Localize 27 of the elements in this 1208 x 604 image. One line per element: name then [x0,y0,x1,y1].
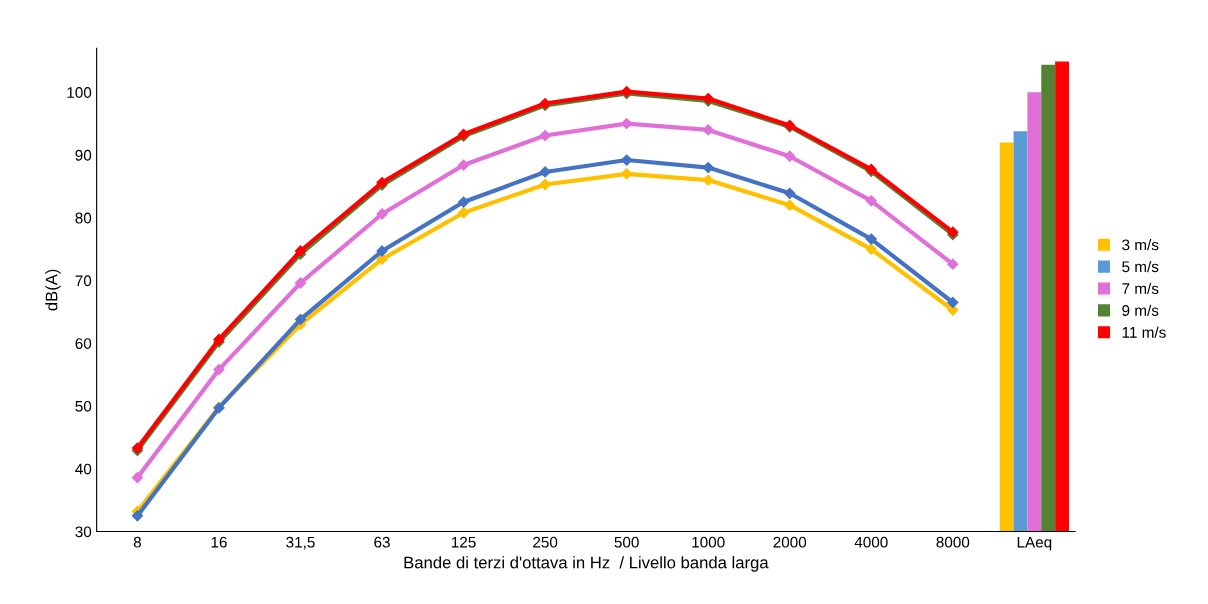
y-axis-title: dB(A) [45,269,61,311]
legend-label: 7 m/s [1122,282,1159,295]
x-tick-label: 63 [374,536,390,548]
legend-label: 3 m/s [1122,239,1159,251]
y-tick-label: 100 [67,87,92,98]
y-tick-label: 30 [75,526,92,538]
y-tick-label: 60 [75,338,92,349]
x-tick-label: 16 [211,536,227,548]
y-tick-label: 80 [75,212,92,224]
x-tick-label: 125 [451,536,476,548]
x-axis-title: Bande di terzi d'ottava in Hz / Livello banda larga [404,556,769,572]
y-tick-label: 50 [75,400,92,412]
x-tick-label: 31,5 [286,536,315,550]
x-tick-label: 4000 [854,536,888,548]
y-tick-label: 70 [75,275,92,287]
legend-label: 11 m/s [1122,326,1166,338]
x-tick-label: 8 [133,536,141,548]
x-tick-label: LAeq [1017,536,1052,551]
x-tick-label: 250 [533,536,558,548]
y-tick-label: 90 [75,149,92,161]
legend-label: 9 m/s [1122,304,1159,316]
legend-label: 5 m/s [1122,260,1159,273]
y-tick-label: 40 [75,463,92,475]
x-tick-label: 500 [614,536,639,548]
x-tick-label: 1000 [692,536,725,548]
x-tick-label: 8000 [936,536,970,548]
x-tick-label: 2000 [773,536,807,548]
